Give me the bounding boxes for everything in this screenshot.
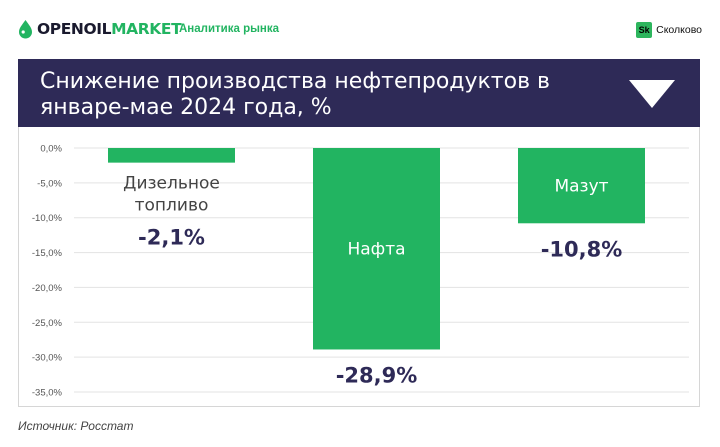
y-tick-label: -5,0% [37,178,62,189]
y-tick-label: -25,0% [32,318,63,329]
y-tick-label: -15,0% [32,248,63,259]
skolkovo-badge: Sk [636,22,653,38]
category-label-line: топливо [135,196,209,216]
value-label: -2,1% [138,226,205,250]
source-note: Источник: Росстат [18,419,134,433]
y-tick-label: -35,0% [32,388,63,399]
bar [108,148,235,163]
value-label: -10,8% [541,237,623,261]
skolkovo-label: Сколково [656,24,702,36]
category-label: Мазут [554,177,608,197]
chart-area: 0,0% -5,0% -10,0% -15,0% -20,0% -25,0% -30,0% -… [18,127,700,407]
bar [518,148,645,224]
bar-chart: 0,0% -5,0% -10,0% -15,0% -20,0% -25,0% -30,0% -… [32,144,689,399]
logo-text: OPENOILMARKET [37,20,182,38]
openoilmarket-logo[interactable]: OPENOILMARKET [18,17,182,41]
page-subtitle: Аналитика рынка [179,23,280,35]
value-label: -28,9% [336,363,418,387]
category-label: Нафта [347,240,405,260]
category-label-line: Нафта [347,240,405,260]
top-bar: OPENOILMARKET Аналитика рынка Sk Сколков… [0,0,720,58]
y-tick-label: -10,0% [32,213,63,224]
oil-drop-icon [19,20,32,39]
category-label: Дизельное топливо [123,174,220,216]
title-banner: Снижение производства нефтепродуктов в я… [18,59,700,127]
triangle-down-icon[interactable] [628,79,676,109]
category-label-line: Дизельное [123,174,220,194]
y-tick-label: -20,0% [32,283,63,294]
bar [313,148,440,350]
y-tick-label: -30,0% [32,353,63,364]
y-tick-label: 0,0% [40,144,62,155]
chart-title: Снижение производства нефтепродуктов в я… [40,69,551,120]
skolkovo-logo: Sk Сколково [636,22,702,38]
category-label-line: Мазут [554,177,608,197]
